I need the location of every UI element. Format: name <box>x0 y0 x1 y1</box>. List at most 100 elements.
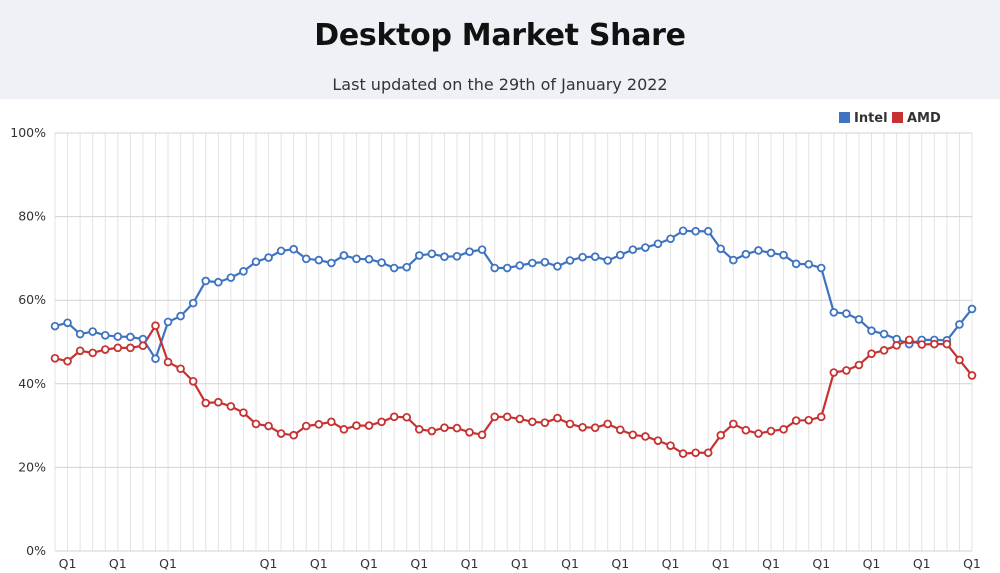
header-band: Desktop Market Share Last updated on the… <box>0 0 1000 99</box>
data-point-amd <box>440 423 449 432</box>
vertical-gridlines <box>54 133 973 551</box>
data-point-amd <box>816 412 826 422</box>
data-point-amd <box>641 432 650 441</box>
data-point-amd <box>452 423 462 433</box>
data-point-amd <box>766 426 776 436</box>
data-point-intel <box>603 256 613 265</box>
data-point-amd <box>63 356 72 366</box>
data-point-intel <box>327 258 336 268</box>
data-point-intel <box>427 249 437 259</box>
data-point-intel <box>88 327 97 336</box>
data-point-amd <box>327 417 336 427</box>
data-point-amd <box>892 341 901 350</box>
x-axis-labels: Q1Q1Q1Q1Q1Q1Q1Q1Q1Q1Q1Q1Q1Q1Q1Q1Q1Q1Q1 <box>59 556 981 571</box>
data-point-intel <box>867 326 876 336</box>
series-markers <box>50 226 977 458</box>
data-point-intel <box>741 249 751 259</box>
x-tick-label: Q1 <box>360 556 378 571</box>
data-point-amd <box>741 425 751 435</box>
x-tick-label: Q1 <box>310 556 328 571</box>
data-point-intel <box>590 252 600 262</box>
x-tick-label: Q1 <box>812 556 830 571</box>
data-point-amd <box>490 412 499 422</box>
data-point-amd <box>50 354 60 363</box>
data-point-amd <box>867 349 876 359</box>
data-point-amd <box>879 346 889 355</box>
data-point-intel <box>100 331 110 340</box>
data-point-intel <box>628 245 638 254</box>
data-point-amd <box>678 449 688 458</box>
data-point-intel <box>75 329 85 339</box>
data-point-intel <box>163 317 173 327</box>
legend-swatch-amd <box>892 112 903 123</box>
data-point-amd <box>314 420 324 429</box>
x-tick-label: Q1 <box>561 556 579 571</box>
data-point-intel <box>540 257 550 267</box>
data-point-amd <box>339 425 349 434</box>
data-point-intel <box>364 254 374 264</box>
data-point-intel <box>188 298 198 308</box>
data-point-amd <box>301 421 311 431</box>
data-point-amd <box>239 408 248 417</box>
data-point-amd <box>703 448 713 458</box>
data-point-amd <box>578 422 587 432</box>
data-point-intel <box>678 226 688 236</box>
data-point-amd <box>251 419 261 429</box>
data-point-intel <box>653 239 663 249</box>
data-point-amd <box>691 448 700 458</box>
data-point-intel <box>339 251 349 260</box>
data-point-intel <box>377 258 386 267</box>
data-point-intel <box>276 246 286 256</box>
series-line-amd <box>54 324 973 455</box>
data-point-intel <box>402 262 412 272</box>
data-point-amd <box>854 360 864 370</box>
data-point-amd <box>126 343 135 353</box>
data-point-amd <box>553 413 562 423</box>
data-point-amd <box>502 412 512 422</box>
data-point-intel <box>766 248 776 258</box>
data-point-intel <box>126 332 135 342</box>
legend[interactable]: Intel AMD <box>839 111 941 126</box>
data-point-amd <box>603 419 613 429</box>
data-point-intel <box>151 354 160 364</box>
data-point-amd <box>264 421 273 431</box>
data-point-intel <box>264 253 273 262</box>
x-tick-label: Q1 <box>963 556 981 571</box>
data-point-intel <box>239 267 248 276</box>
data-point-intel <box>791 259 801 269</box>
line-chart: 0% 20% 40% 60% 80% 100% Q1 Q1 Q1 Q1 Q1 Q1 Q1 Q1 Q1 Q1 Q… <box>10 111 981 571</box>
y-tick-label: 100% <box>10 125 46 140</box>
data-point-amd <box>904 335 914 345</box>
data-point-amd <box>716 430 726 440</box>
x-tick-label: Q1 <box>611 556 629 571</box>
data-point-intel <box>389 263 399 273</box>
y-tick-label: 20% <box>18 459 46 474</box>
legend-swatch-intel <box>839 112 850 123</box>
data-point-amd <box>615 425 625 435</box>
data-point-amd <box>967 371 977 380</box>
data-point-intel <box>641 243 650 252</box>
data-point-amd <box>917 340 927 349</box>
data-point-intel <box>440 252 449 262</box>
data-point-intel <box>465 247 474 257</box>
data-point-amd <box>100 345 110 354</box>
y-tick-label: 0% <box>26 543 46 558</box>
y-tick-label: 40% <box>18 376 46 391</box>
data-point-intel <box>251 257 261 267</box>
data-point-intel <box>754 246 763 255</box>
data-point-amd <box>151 321 160 330</box>
data-point-amd <box>176 364 185 374</box>
data-point-intel <box>502 263 512 273</box>
data-point-intel <box>703 226 713 236</box>
data-point-amd <box>201 398 211 408</box>
chart-subtitle: Last updated on the 29th of January 2022 <box>332 75 668 94</box>
horizontal-gridlines <box>55 132 972 552</box>
data-point-amd <box>653 436 663 445</box>
data-point-amd <box>414 425 424 434</box>
data-point-intel <box>226 273 236 282</box>
data-point-amd <box>163 357 173 367</box>
data-point-intel <box>201 276 211 286</box>
x-tick-label: Q1 <box>913 556 931 571</box>
data-point-amd <box>942 339 952 349</box>
x-tick-label: Q1 <box>712 556 730 571</box>
